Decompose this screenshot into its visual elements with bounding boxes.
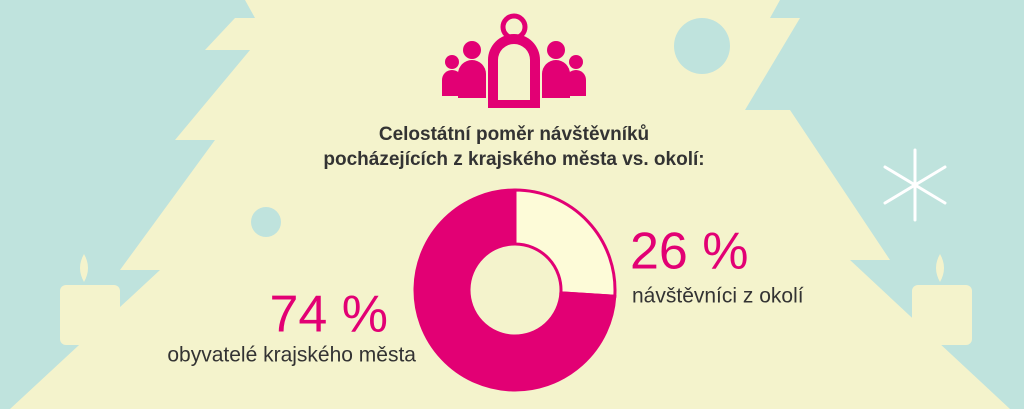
ornament bbox=[251, 207, 281, 237]
donut-segment bbox=[413, 188, 617, 392]
chart-title: pocházejících z krajského města vs. okol… bbox=[323, 149, 704, 170]
people-icon bbox=[442, 13, 586, 108]
chart-title: Celostátní poměr návštěvníků bbox=[379, 124, 649, 145]
category-label: obyvatelé krajského města bbox=[167, 344, 416, 367]
snowflake bbox=[883, 148, 947, 222]
category-label: návštěvníci z okolí bbox=[632, 285, 804, 308]
candle-right bbox=[912, 254, 972, 345]
ornament bbox=[674, 18, 730, 74]
value-label: 26 % bbox=[630, 223, 749, 281]
donut-segment bbox=[513, 188, 617, 298]
value-label: 74 % bbox=[269, 286, 388, 344]
candle-left bbox=[60, 254, 120, 345]
